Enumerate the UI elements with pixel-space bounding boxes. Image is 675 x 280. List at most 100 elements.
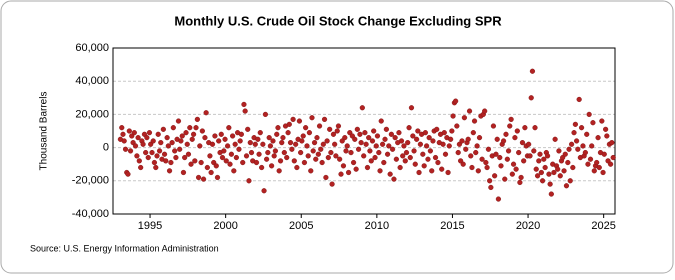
point	[362, 130, 368, 136]
point	[500, 138, 507, 144]
point	[259, 164, 265, 171]
point	[320, 141, 326, 147]
point	[230, 133, 236, 139]
point	[165, 143, 171, 149]
point	[596, 164, 602, 171]
point	[591, 168, 597, 174]
point	[463, 146, 469, 152]
point	[484, 164, 490, 171]
point	[609, 140, 615, 146]
point	[225, 143, 231, 149]
point	[189, 136, 195, 142]
point	[563, 183, 570, 189]
point	[343, 148, 349, 154]
point	[494, 136, 500, 142]
point	[567, 178, 573, 184]
point	[357, 131, 363, 137]
point	[423, 143, 430, 149]
point	[393, 156, 399, 162]
point	[368, 158, 374, 164]
point	[585, 161, 591, 167]
point	[242, 108, 248, 114]
point	[429, 168, 435, 174]
point	[172, 148, 178, 154]
point	[600, 169, 606, 176]
point	[364, 164, 371, 171]
point	[214, 174, 221, 181]
y-tick-label: 60,000	[75, 42, 109, 54]
point	[587, 156, 594, 162]
point	[400, 153, 406, 159]
point	[427, 148, 433, 154]
point	[166, 168, 173, 174]
point	[213, 163, 219, 169]
point	[603, 126, 609, 132]
point	[289, 146, 295, 152]
point	[127, 148, 134, 154]
point	[303, 125, 309, 131]
point	[382, 136, 388, 142]
point	[406, 125, 412, 131]
point	[547, 181, 553, 187]
y-tick-label: 20,000	[75, 108, 109, 120]
point	[377, 168, 383, 174]
point	[238, 131, 244, 137]
point	[532, 125, 538, 131]
point	[284, 154, 290, 161]
point	[361, 153, 367, 159]
point	[448, 136, 454, 142]
point	[246, 178, 252, 184]
point	[287, 140, 294, 146]
point	[516, 149, 522, 156]
point	[586, 111, 592, 118]
point	[519, 140, 526, 146]
point	[138, 164, 144, 171]
point	[243, 153, 250, 159]
point	[183, 130, 189, 136]
point	[544, 153, 551, 159]
point	[495, 196, 502, 202]
point	[608, 161, 614, 167]
point	[156, 148, 163, 154]
point	[552, 136, 558, 142]
point	[245, 126, 251, 132]
point	[304, 143, 310, 149]
point	[306, 130, 313, 136]
point	[470, 130, 476, 136]
point	[143, 149, 149, 156]
point	[256, 151, 262, 157]
point	[402, 158, 408, 164]
point	[403, 149, 410, 156]
point	[175, 118, 182, 124]
point	[222, 136, 228, 142]
y-tick-label: 0	[103, 142, 109, 154]
point	[572, 121, 578, 127]
point	[415, 128, 421, 134]
point	[255, 136, 261, 142]
point	[253, 159, 260, 166]
point	[359, 105, 365, 111]
point	[521, 158, 527, 164]
point	[299, 138, 305, 144]
point	[199, 128, 205, 134]
point	[504, 156, 510, 162]
point	[561, 168, 567, 174]
point	[569, 141, 575, 147]
point	[300, 133, 306, 139]
point	[580, 143, 586, 149]
point	[453, 98, 459, 104]
point	[536, 158, 542, 164]
point	[570, 164, 576, 171]
point	[316, 123, 323, 129]
point	[150, 138, 156, 144]
point	[144, 135, 150, 141]
point	[237, 138, 243, 144]
point	[296, 118, 303, 124]
point	[542, 164, 548, 171]
point	[518, 174, 524, 181]
point	[479, 156, 485, 162]
point	[407, 154, 413, 161]
point	[590, 120, 596, 126]
point	[280, 135, 286, 141]
